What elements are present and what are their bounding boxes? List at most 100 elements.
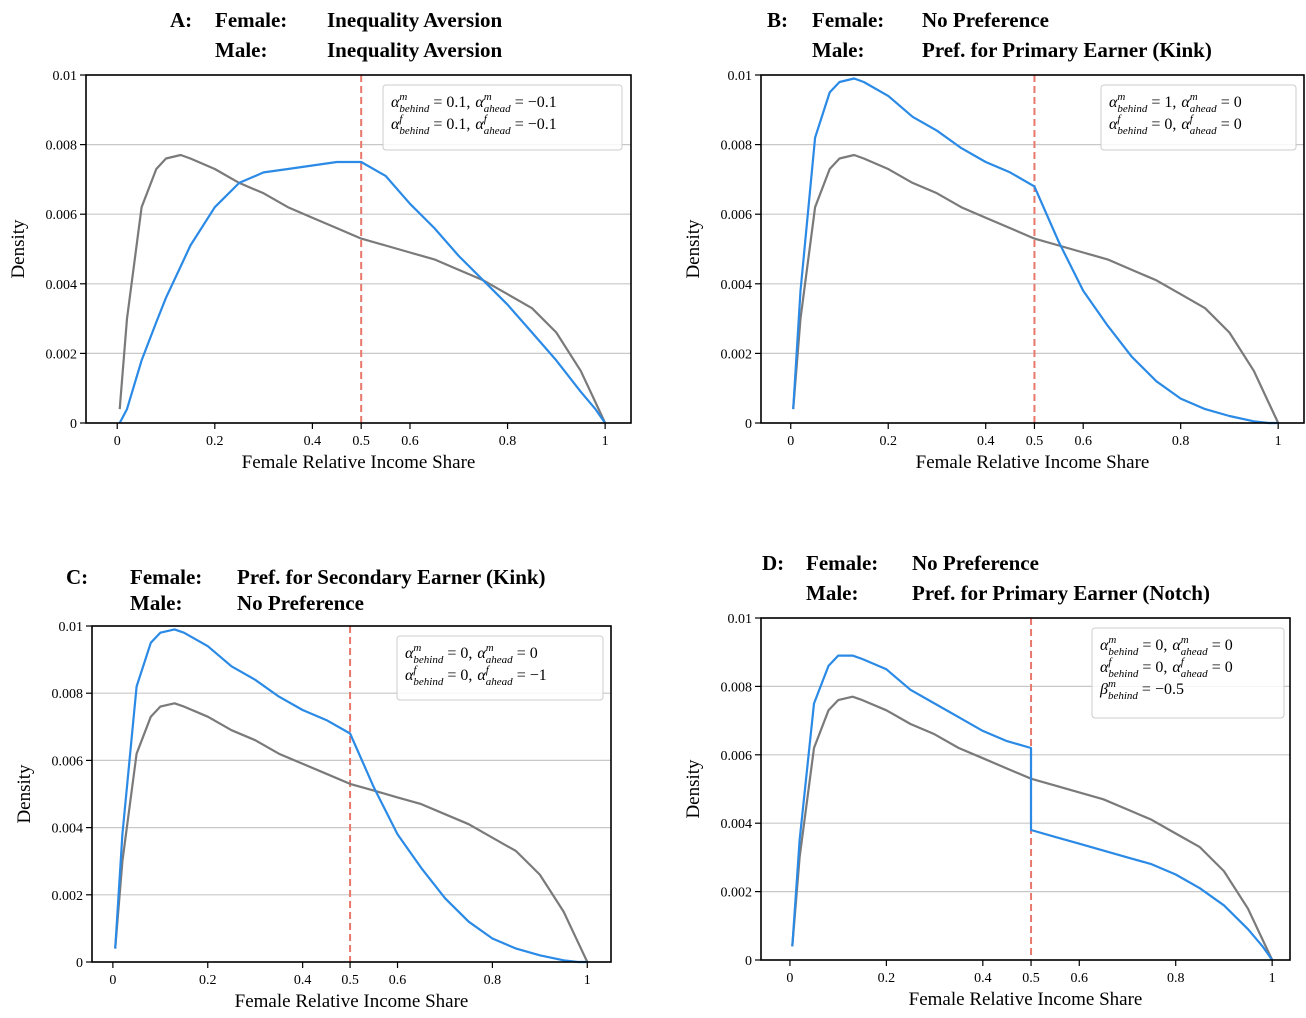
- y-axis-label: Density: [683, 219, 704, 279]
- x-tick-label: 0.6: [1071, 971, 1089, 986]
- separator: ,: [466, 116, 470, 133]
- subscript: behind: [1117, 125, 1147, 137]
- x-tick-label: 0.4: [977, 434, 995, 449]
- separator: ,: [1163, 637, 1167, 654]
- x-tick-label: 0.2: [199, 973, 217, 988]
- y-tick-label: 0.006: [46, 208, 78, 223]
- separator: ,: [468, 645, 472, 662]
- y-tick-label: 0.004: [46, 278, 78, 293]
- title-value: Inequality Aversion: [327, 38, 503, 62]
- symbol: α: [391, 116, 400, 133]
- y-tick-label: 0.008: [52, 687, 84, 702]
- y-tick-label: 0.006: [721, 208, 753, 223]
- value: 0: [1225, 659, 1233, 676]
- title-value: Pref. for Primary Earner (Notch): [912, 581, 1210, 605]
- y-tick-label: 0.01: [53, 69, 78, 84]
- symbol: α: [477, 667, 486, 684]
- subscript: behind: [1108, 690, 1138, 702]
- superscript: f: [484, 113, 489, 125]
- superscript: f: [399, 113, 404, 125]
- x-tick-label: 0.4: [974, 971, 992, 986]
- axes-frame: [91, 625, 612, 963]
- operator: =: [1212, 659, 1221, 676]
- superscript: m: [486, 642, 494, 654]
- title-value: No Preference: [922, 8, 1049, 32]
- y-tick-label: 0.008: [46, 139, 78, 154]
- value: 0: [460, 667, 468, 684]
- symbol: α: [477, 645, 486, 662]
- x-tick-label: 0.5: [341, 973, 359, 988]
- title-value: No Preference: [912, 551, 1039, 575]
- subscript: behind: [1117, 103, 1147, 115]
- operator: =: [1212, 637, 1221, 654]
- subscript: ahead: [484, 125, 511, 137]
- subscript: behind: [399, 125, 429, 137]
- subscript: ahead: [1190, 103, 1217, 115]
- x-axis-label: Female Relative Income Share: [909, 989, 1143, 1010]
- operator: =: [447, 645, 456, 662]
- value: −0.5: [1155, 681, 1184, 698]
- value: 0: [1234, 94, 1242, 111]
- value: 0: [1155, 637, 1163, 654]
- annotation-box: [1100, 84, 1297, 151]
- value: 0: [1155, 659, 1163, 676]
- value: 0: [1234, 116, 1242, 133]
- operator: =: [1142, 681, 1151, 698]
- x-tick-label: 0.2: [206, 434, 224, 449]
- operator: =: [1142, 637, 1151, 654]
- symbol: β: [1099, 681, 1108, 698]
- density-line: [791, 695, 1274, 961]
- y-tick-label: 0.002: [52, 889, 84, 904]
- value: −0.1: [528, 116, 557, 133]
- operator: =: [1221, 116, 1230, 133]
- operator: =: [515, 116, 524, 133]
- symbol: α: [1172, 659, 1181, 676]
- x-tick-label: 0.6: [401, 434, 419, 449]
- title-key: Female:: [806, 551, 878, 575]
- y-tick-label: 0: [745, 954, 752, 969]
- value: −0.1: [528, 94, 557, 111]
- superscript: m: [1181, 634, 1189, 646]
- x-axis-label: Female Relative Income Share: [242, 452, 476, 473]
- title-key: Female:: [215, 8, 287, 32]
- superscript: m: [1190, 91, 1198, 103]
- x-tick-label: 0.4: [304, 434, 322, 449]
- title-value: Pref. for Primary Earner (Kink): [922, 38, 1212, 62]
- superscript: f: [1117, 113, 1122, 125]
- value: 1: [1164, 94, 1172, 111]
- symbol: α: [405, 667, 414, 684]
- operator: =: [1151, 116, 1160, 133]
- value: 0: [1164, 116, 1172, 133]
- symbol: α: [1172, 637, 1181, 654]
- y-tick-label: 0.01: [728, 69, 753, 84]
- density-line: [114, 702, 589, 963]
- subscript: ahead: [486, 654, 513, 666]
- x-tick-label: 0: [109, 973, 116, 988]
- y-tick-label: 0.004: [52, 822, 84, 837]
- superscript: m: [1108, 634, 1116, 646]
- separator: ,: [1172, 116, 1176, 133]
- symbol: α: [475, 116, 484, 133]
- subscript: behind: [399, 103, 429, 115]
- panel-label: B:: [767, 8, 788, 32]
- title-key: Female:: [812, 8, 884, 32]
- annotation-box: [396, 635, 604, 701]
- y-tick-label: 0.002: [721, 886, 753, 901]
- y-tick-label: 0.002: [46, 347, 78, 362]
- density-line: [792, 77, 1279, 425]
- density-line: [791, 654, 1274, 961]
- y-tick-label: 0.008: [721, 139, 753, 154]
- x-tick-label: 0.5: [1026, 434, 1044, 449]
- subscript: ahead: [1181, 668, 1208, 680]
- subscript: behind: [413, 654, 443, 666]
- operator: =: [1221, 94, 1230, 111]
- title-key: Male:: [806, 581, 858, 605]
- density-line: [792, 153, 1280, 424]
- title-key: Female:: [130, 565, 202, 589]
- subscript: ahead: [484, 103, 511, 115]
- x-tick-label: 0.2: [879, 434, 897, 449]
- subscript: ahead: [486, 676, 513, 688]
- x-tick-label: 0.4: [294, 973, 312, 988]
- operator: =: [1151, 94, 1160, 111]
- panel-label: C:: [66, 565, 88, 589]
